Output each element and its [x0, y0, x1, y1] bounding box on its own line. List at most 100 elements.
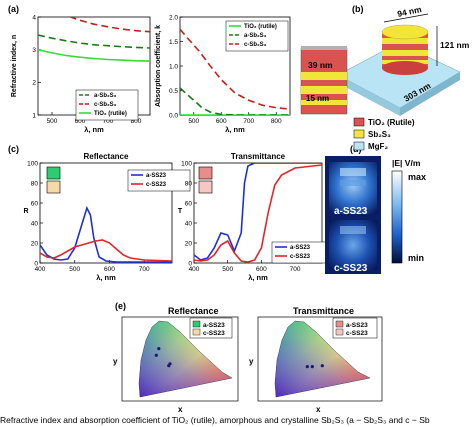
- reflectance-swatch-a: [46, 166, 61, 180]
- transmittance-legend-label: c-SS23: [290, 254, 311, 260]
- reflectance-xtick-label: 500: [69, 266, 80, 273]
- transmittance-xtick-label: 600: [256, 266, 267, 273]
- right_points-point-2: [320, 364, 324, 368]
- reflectance-series-0: [40, 205, 172, 263]
- transmittance-xlabel: λ, nm: [248, 273, 268, 282]
- transmittance-series-0: [194, 163, 322, 261]
- dim-line-top: [383, 13, 429, 23]
- reflectance-ytick-label: 40: [31, 220, 39, 227]
- left_points-point-3: [167, 364, 171, 368]
- panel-label-a: (a): [8, 4, 19, 14]
- reflectance-xtick-label: 600: [104, 266, 115, 273]
- transmittance-ytick-label: 20: [185, 240, 193, 247]
- nanodisk-stack: [381, 24, 429, 75]
- refractive-index-xtick-label: 600: [75, 118, 86, 125]
- transmittance-ytick-label: 40: [185, 220, 193, 227]
- absorption-coefficient-xtick-label: 500: [188, 118, 199, 125]
- reflectance-legend-label: a-SS23: [146, 173, 167, 179]
- absorption-coefficient-ytick-label: 0.0: [169, 112, 178, 119]
- transmittance-ytick-label: 0: [188, 260, 192, 267]
- transmittance-xtick-label: 500: [222, 266, 233, 273]
- field-label-c: c-SS23: [334, 263, 368, 274]
- transmittance-swatch-a: [198, 166, 213, 180]
- reflectance-xlabel: λ, nm: [96, 273, 116, 282]
- reflectance-swatch-c: [46, 180, 61, 194]
- refractive-index-ylabel: Refractive index, n: [11, 35, 18, 97]
- reflectance-legend-label: c-SS23: [146, 182, 167, 188]
- refractive-index-legend-label: a-Sb₂S₃: [94, 93, 117, 99]
- panel-label-e: (e): [115, 301, 126, 311]
- field-colorbar-title: |E| V/m: [392, 158, 421, 168]
- cie-left-legend-c: c-SS23: [203, 330, 225, 337]
- left_points-point-0: [157, 347, 161, 351]
- reflectance-color-swatches: [46, 166, 61, 194]
- transmittance-swatch-c: [198, 180, 213, 194]
- absorption-coefficient-xtick-label: 800: [271, 118, 282, 125]
- transmittance-xtick-label: 700: [290, 266, 301, 273]
- absorption-coefficient-xtick-label: 700: [243, 118, 254, 125]
- structure-schematic: 94 nm 121 nm 303 nm 39 nm 15 nm TiO₂ (Ru…: [300, 4, 470, 151]
- reflectance-ytick-label: 0: [34, 260, 38, 267]
- refractive-index-series-2: [38, 48, 150, 62]
- reflectance-ylabel: R: [23, 208, 28, 215]
- refractive-index-xtick-label: 500: [47, 118, 58, 125]
- field-colorbar: [391, 170, 403, 264]
- reflectance-title: Reflectance: [84, 152, 129, 161]
- transmittance-color-swatches: [198, 166, 213, 194]
- refractive-index-ytick-label: 4: [32, 14, 36, 21]
- reflectance-ytick-label: 60: [31, 200, 39, 207]
- right_points-point-0: [305, 365, 309, 369]
- mgf2-substrate-left: [338, 75, 400, 116]
- refractive-index-legend: [75, 89, 139, 121]
- figure-caption: Refractive index and absorption coeffici…: [0, 415, 430, 425]
- absorption-coefficient-chart: 500 600 700 800 0.0 0.5 1.0 1.5 2.0 λ, nm Absorpti…: [155, 14, 291, 134]
- refractive-index-legend-label: TiO₂ (rutile): [94, 111, 127, 117]
- layer-inset: 39 nm 15 nm: [300, 46, 348, 115]
- dim-height-label: 121 nm: [440, 40, 470, 50]
- cie-right-ylabel: y: [249, 357, 254, 366]
- absorption-coefficient-legend-label: a-Sb₂S₃: [244, 33, 267, 39]
- panel-label-c: (c): [8, 144, 19, 154]
- refractive-index-ytick-label: 3: [32, 47, 36, 54]
- dim-top-label: 94 nm: [396, 4, 423, 19]
- field-maps: a-SS23 c-SS23 |E| V/m max min: [325, 156, 426, 274]
- field-colorbar-min: min: [408, 253, 424, 263]
- left_points-point-1: [154, 353, 158, 357]
- transmittance-chart: Transmittance 400 500 600 700 0 20 40 60 80 100 λ, …: [178, 152, 335, 282]
- mgf2-substrate-right: [400, 72, 460, 116]
- cie-right-xlabel: x: [316, 405, 321, 414]
- material-legend: TiO₂ (Rutile) Sb₂S₃ MgF₂: [353, 117, 415, 151]
- refractive-index-ytick-label: 1: [32, 112, 36, 119]
- cie-right-legend-a: a-SS23: [346, 322, 368, 329]
- reflectance-series-1: [40, 239, 172, 262]
- absorption-coefficient-series-2: [180, 28, 290, 110]
- absorption-coefficient-ytick-label: 1.0: [169, 63, 178, 70]
- reflectance-ytick-label: 100: [27, 160, 38, 167]
- refractive-index-series-0: [38, 34, 150, 49]
- panel-label-b: (b): [352, 4, 364, 14]
- inset-top-label: 39 nm: [308, 60, 333, 70]
- reflectance-xtick-label: 700: [139, 266, 150, 273]
- field-label-a: a-SS23: [334, 206, 368, 217]
- absorption-coefficient-series-1: [180, 87, 290, 115]
- absorption-coefficient-legend-label: c-Sb₂S₃: [244, 42, 267, 48]
- cie-left-title: Reflectance: [168, 306, 219, 316]
- absorption-coefficient-ytick-label: 0.5: [169, 88, 178, 95]
- cie-transmittance: Transmittance a-SS23 c-SS23 y x: [249, 306, 383, 414]
- refractive-index-xtick-label: 700: [103, 118, 114, 125]
- reflectance-legend: [127, 169, 191, 192]
- transmittance-ytick-label: 80: [185, 180, 193, 187]
- right_points-point-1: [310, 365, 314, 369]
- cie-right-legend-c: c-SS23: [346, 330, 368, 337]
- legend-mgf2: MgF₂: [368, 142, 388, 151]
- reflectance-frame: [39, 162, 173, 264]
- cie-left-legend-a: a-SS23: [203, 322, 225, 329]
- cie-left-ylabel: y: [113, 357, 118, 366]
- legend-sb2s3: Sb₂S₃: [368, 130, 391, 139]
- absorption-coefficient-xtick-label: 600: [216, 118, 227, 125]
- transmittance-ylabel: T: [178, 208, 183, 215]
- reflectance-ytick-label: 80: [31, 180, 39, 187]
- inset-bottom-label: 15 nm: [306, 94, 329, 103]
- cie-left-xlabel: x: [178, 405, 183, 414]
